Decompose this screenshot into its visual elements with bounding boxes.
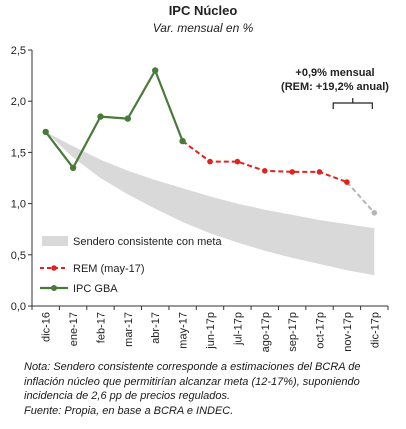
x-tick-label: dic-17p bbox=[369, 312, 381, 348]
y-tick-label: 0,0 bbox=[11, 301, 26, 313]
series-layer bbox=[42, 67, 378, 216]
x-tick-label: may-17 bbox=[178, 312, 190, 349]
note-line-4: Fuente: Propia, en base a BCRA e INDEC. bbox=[24, 404, 234, 417]
x-tick-label: ene-17 bbox=[68, 312, 80, 346]
y-tick-label: 2,0 bbox=[11, 96, 26, 108]
series-point-1 bbox=[316, 169, 323, 175]
x-tick-label: sep-17p bbox=[287, 312, 299, 352]
series-line-0 bbox=[44, 69, 184, 169]
legend-label-ipc: IPC GBA bbox=[73, 283, 118, 295]
series-point-2 bbox=[371, 210, 378, 216]
annotation-line1: +0,9% mensual bbox=[295, 67, 374, 79]
x-tick-label: dic-16 bbox=[41, 312, 53, 342]
chart-note: Nota: Sendero consistente corresponde a … bbox=[24, 360, 399, 418]
x-tick-label: abr-17 bbox=[150, 312, 162, 344]
series-point-0 bbox=[124, 115, 131, 122]
series-point-1 bbox=[234, 158, 241, 165]
sendero-band bbox=[45, 131, 375, 276]
note-line-1: Nota: Sendero consistente corresponde a … bbox=[24, 361, 361, 373]
x-tick-label: nov-17p bbox=[342, 312, 354, 352]
y-tick-label: 1,0 bbox=[11, 199, 26, 211]
series-point-0 bbox=[179, 137, 186, 145]
annotation-bracket bbox=[332, 98, 373, 109]
legend: Sendero consistente con meta REM (may-17… bbox=[40, 236, 222, 295]
y-tick-label: 2,5 bbox=[11, 45, 26, 57]
band-layer bbox=[45, 131, 375, 276]
x-tick-label: mar-17 bbox=[123, 312, 135, 347]
x-tick-label: ago-17p bbox=[260, 312, 272, 352]
x-tick-label: oct-17p bbox=[315, 312, 327, 349]
y-tick-label: 1,5 bbox=[11, 147, 26, 159]
legend-marker-rem bbox=[51, 265, 57, 271]
legend-swatch-band bbox=[42, 236, 68, 246]
series-point-0 bbox=[69, 164, 77, 171]
series-point-0 bbox=[42, 128, 49, 136]
series-point-1 bbox=[207, 158, 213, 165]
x-tick-label: feb-17 bbox=[95, 312, 107, 343]
annotation-line2: (REM: +19,2% anual) bbox=[281, 81, 389, 93]
note-line-3: incidencia de 2,6 pp de precios regulado… bbox=[24, 390, 231, 402]
legend-marker-ipc bbox=[51, 285, 57, 291]
legend-label-rem: REM (may-17) bbox=[73, 263, 145, 275]
series-point-1 bbox=[289, 169, 296, 175]
note-line-2: inflación núcleo que permitirían alcanza… bbox=[24, 375, 360, 388]
x-tick-label: jun-17p bbox=[205, 312, 217, 350]
series-point-0 bbox=[152, 67, 159, 74]
chart-subtitle: Var. mensual en % bbox=[153, 21, 254, 35]
series-point-1 bbox=[262, 168, 268, 174]
series-point-1 bbox=[344, 179, 350, 185]
x-tick-label: jul-17p bbox=[232, 312, 244, 346]
annotation: +0,9% mensual (REM: +19,2% anual) bbox=[281, 67, 389, 109]
series-line-2 bbox=[346, 181, 376, 214]
axis-layer: 0,0 0,5 1,0 1,5 2,0 2,5 dic-16 ene-17 feb-17 mar-… bbox=[11, 45, 389, 352]
chart-title: IPC Núcleo bbox=[169, 3, 238, 18]
legend-label-band: Sendero consistente con meta bbox=[73, 236, 222, 248]
y-tick-label: 0,5 bbox=[11, 250, 26, 262]
series-point-0 bbox=[97, 113, 104, 120]
